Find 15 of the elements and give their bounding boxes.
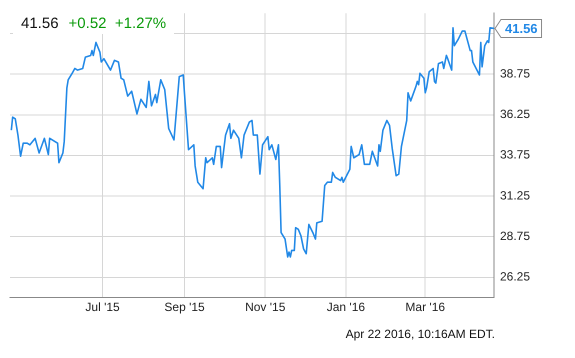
x-tick-label: Jul '15 — [85, 300, 120, 314]
y-tick-label: 36.25 — [500, 107, 530, 122]
x-tick-label: Jan '16 — [326, 300, 366, 314]
chart-title: 41.56 — [21, 15, 59, 32]
text: Apr 22 2016, 10:16AM EDT. — [346, 327, 495, 341]
chart-subtitle: +0.52 +1.27% — [68, 15, 166, 32]
y-tick-label: 26.25 — [500, 270, 530, 284]
annotation: 41.56 — [505, 21, 538, 36]
y-tick-label: 31.25 — [500, 188, 530, 202]
x-tick-label: Sep '15 — [164, 300, 206, 314]
y-tick-label: 33.75 — [500, 148, 530, 162]
x-tick-label: Nov '15 — [245, 300, 286, 314]
x-tick-label: Mar '16 — [405, 300, 446, 314]
y-tick-label: 38.75 — [500, 66, 530, 80]
y-tick-label: 28.75 — [500, 228, 530, 243]
